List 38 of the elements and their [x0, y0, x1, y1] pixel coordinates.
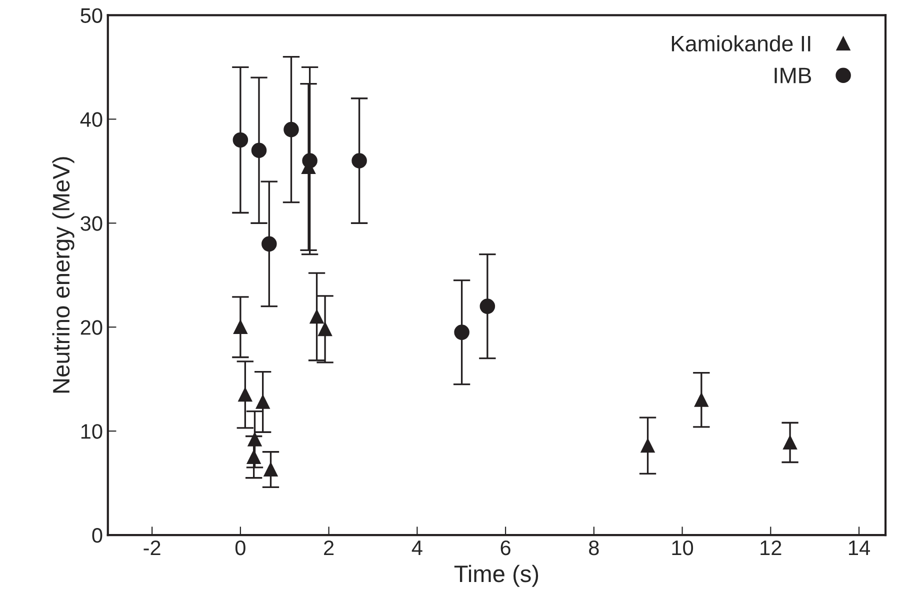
point: [352, 153, 367, 168]
point: [262, 236, 277, 252]
y-tick-label: 20: [80, 320, 102, 335]
x-tick-label: 2: [324, 540, 334, 555]
point: [248, 432, 262, 446]
point: [251, 142, 267, 158]
point: [264, 462, 278, 476]
point: [256, 395, 270, 409]
x-tick-label: 10: [672, 540, 694, 556]
point: [640, 438, 655, 453]
y-tick-label: 0: [92, 528, 102, 543]
x-tick-label: 4: [412, 540, 422, 555]
point: [302, 153, 318, 168]
point: [454, 324, 470, 340]
legend-label: Kamiokande II: [672, 35, 810, 52]
x-tick-label: 14: [849, 540, 870, 555]
x-tick-label: 8: [589, 540, 599, 556]
y-tick-label: 50: [80, 8, 102, 23]
point: [318, 322, 332, 336]
x-tick-label: -2: [144, 540, 160, 555]
point: [233, 320, 248, 334]
point: [284, 122, 299, 138]
point: [310, 310, 324, 324]
x-tick-label: 0: [235, 540, 246, 556]
y-tick-label: 30: [80, 216, 102, 231]
y-tick-label: 10: [81, 424, 102, 439]
y-tick-label: 40: [80, 112, 102, 127]
point: [238, 388, 252, 402]
y-axis-title: Neutrino energy (MeV): [52, 157, 74, 393]
point: [783, 436, 797, 450]
legend-label: IMB: [774, 68, 812, 84]
point: [480, 298, 496, 314]
point: [232, 132, 248, 148]
x-tick-label: 6: [500, 540, 510, 556]
point: [246, 450, 261, 464]
x-axis-title: Time (s): [454, 564, 538, 587]
x-tick-label: 12: [760, 540, 782, 555]
point: [694, 392, 708, 407]
